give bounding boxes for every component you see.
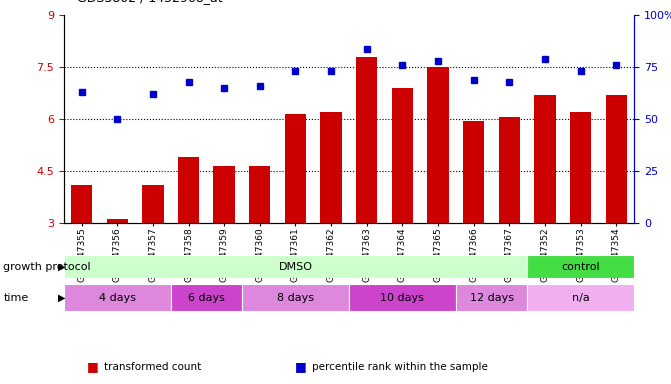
Text: percentile rank within the sample: percentile rank within the sample: [312, 362, 488, 372]
Text: n/a: n/a: [572, 293, 590, 303]
Bar: [285, 114, 306, 223]
Bar: [570, 112, 591, 223]
Bar: [107, 219, 128, 223]
Text: 8 days: 8 days: [277, 293, 314, 303]
Bar: [178, 157, 199, 223]
Text: ▶: ▶: [58, 293, 66, 303]
Bar: [142, 185, 164, 223]
Bar: [527, 255, 634, 278]
Text: 6 days: 6 days: [188, 293, 225, 303]
Text: 10 days: 10 days: [380, 293, 424, 303]
Bar: [64, 255, 527, 278]
Bar: [213, 166, 235, 223]
Text: control: control: [562, 262, 600, 272]
Text: ■: ■: [295, 360, 307, 373]
Text: GDS3802 / 1452968_at: GDS3802 / 1452968_at: [77, 0, 223, 4]
Bar: [64, 284, 170, 311]
Bar: [463, 121, 484, 223]
Text: growth protocol: growth protocol: [3, 262, 91, 272]
Bar: [249, 166, 270, 223]
Text: transformed count: transformed count: [104, 362, 201, 372]
Text: ■: ■: [87, 360, 99, 373]
Bar: [605, 95, 627, 223]
Text: ▶: ▶: [58, 262, 66, 272]
Bar: [527, 284, 634, 311]
Bar: [170, 284, 242, 311]
Text: 4 days: 4 days: [99, 293, 136, 303]
Bar: [392, 88, 413, 223]
Bar: [356, 57, 377, 223]
Bar: [349, 284, 456, 311]
Bar: [499, 118, 520, 223]
Bar: [71, 185, 92, 223]
Bar: [320, 112, 342, 223]
Text: DMSO: DMSO: [278, 262, 313, 272]
Bar: [534, 95, 556, 223]
Bar: [427, 67, 449, 223]
Text: 12 days: 12 days: [470, 293, 513, 303]
Text: time: time: [3, 293, 29, 303]
Bar: [456, 284, 527, 311]
Bar: [242, 284, 349, 311]
